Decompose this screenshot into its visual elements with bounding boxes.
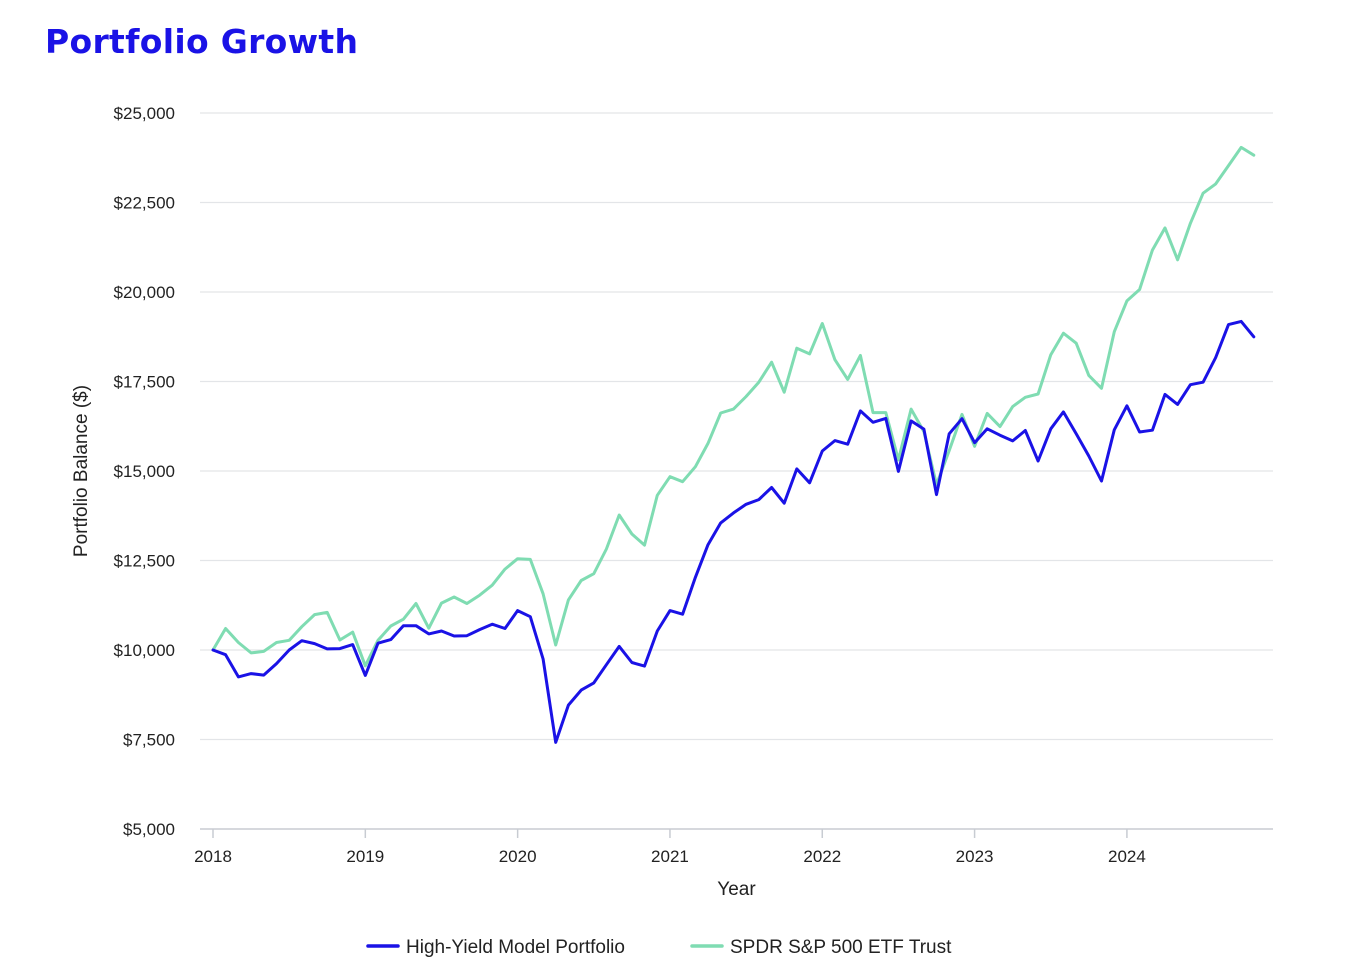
y-axis-tick-labels: $5,000 $7,500 $10,000 $12,500 $15,000 $17,500… xyxy=(114,104,175,839)
legend-item-high-yield-model-portfolio[interactable]: High-Yield Model Portfolio xyxy=(366,937,625,958)
y-tick-label: $20,000 xyxy=(114,283,175,302)
x-tick-label: 2023 xyxy=(956,847,994,866)
chart-series xyxy=(211,145,1256,744)
series-line-high-yield-model-portfolio xyxy=(211,319,1256,744)
y-tick-label: $12,500 xyxy=(114,552,175,571)
y-tick-label: $5,000 xyxy=(123,820,175,839)
chart-gridlines xyxy=(200,112,1273,741)
x-tick-label: 2018 xyxy=(194,847,232,866)
legend-label: High-Yield Model Portfolio xyxy=(406,937,625,958)
x-axis-title: Year xyxy=(717,879,756,900)
x-tick-label: 2022 xyxy=(803,847,841,866)
legend-item-spdr-sp500-etf-trust[interactable]: SPDR S&P 500 ETF Trust xyxy=(690,937,952,958)
y-tick-label: $22,500 xyxy=(114,194,175,213)
series-line-spdr-sp500-etf-trust xyxy=(211,145,1256,668)
page-title: Portfolio Growth xyxy=(45,22,359,61)
y-tick-label: $15,000 xyxy=(114,462,175,481)
y-axis-title: Portfolio Balance ($) xyxy=(71,385,92,557)
y-tick-label: $7,500 xyxy=(123,731,175,750)
x-axis-ticks xyxy=(212,829,1128,838)
x-tick-label: 2021 xyxy=(651,847,689,866)
x-axis-tick-labels: 2018 2019 2020 2021 2022 2023 2024 xyxy=(194,847,1146,866)
x-tick-label: 2020 xyxy=(499,847,537,866)
legend-label: SPDR S&P 500 ETF Trust xyxy=(730,937,952,958)
chart-legend[interactable]: High-Yield Model Portfolio SPDR S&P 500 E… xyxy=(366,937,952,958)
y-tick-label: $25,000 xyxy=(114,104,175,123)
x-tick-label: 2024 xyxy=(1108,847,1146,866)
x-tick-label: 2019 xyxy=(346,847,384,866)
y-tick-label: $17,500 xyxy=(114,373,175,392)
y-tick-label: $10,000 xyxy=(114,641,175,660)
